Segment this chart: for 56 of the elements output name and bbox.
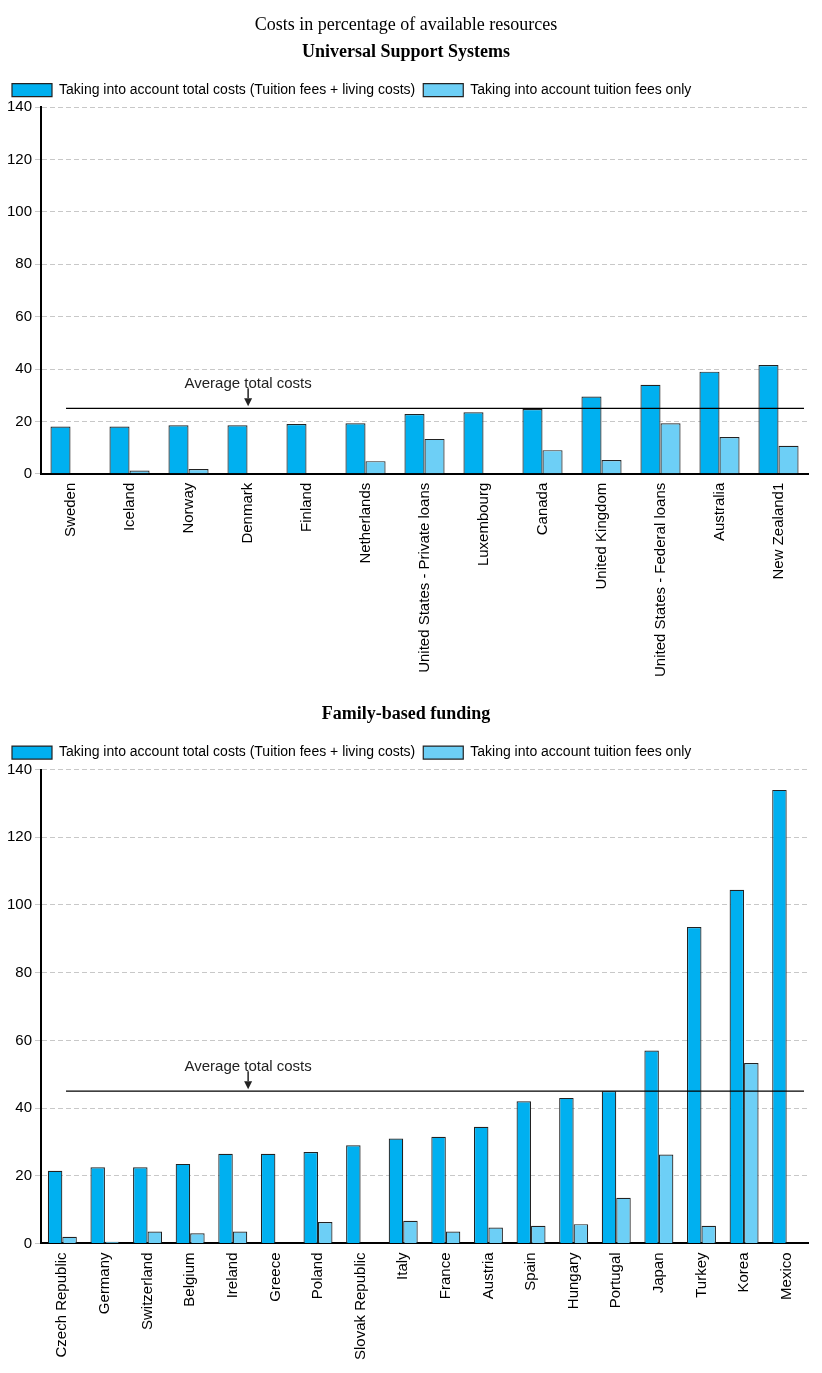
x-tick-label: New Zealand1 <box>768 482 786 580</box>
y-tick-label: 40 <box>15 1098 33 1116</box>
chart-subtitle: Universal Support Systems <box>301 41 511 62</box>
x-tick-label: Mexico <box>776 1252 794 1300</box>
x-tick-label: Australia <box>709 482 727 542</box>
y-tick-label: 120 <box>7 827 33 845</box>
y-tick-label: 60 <box>15 1030 33 1048</box>
x-tick-label: Greece <box>265 1252 283 1302</box>
y-tick-label: 0 <box>23 463 33 481</box>
x-tick-label: Netherlands <box>355 482 373 564</box>
x-tick-label: Korea <box>734 1251 752 1293</box>
legend-label: Taking into account tuition fees only <box>470 81 692 98</box>
x-tick-label: Germany <box>95 1251 113 1315</box>
x-tick-label: Italy <box>393 1251 411 1280</box>
legend-label: Taking into account total costs (Tuition fees + living costs) <box>59 743 416 760</box>
x-tick-label: Switzerland <box>137 1252 155 1330</box>
x-tick-label: Ireland <box>222 1252 240 1299</box>
y-tick-label: 20 <box>15 1165 33 1183</box>
y-tick-label: 0 <box>23 1233 33 1251</box>
x-tick-label: Denmark <box>237 482 255 544</box>
x-tick-label: Luxembourg <box>473 482 491 567</box>
chart-title: Family-based funding <box>321 703 491 724</box>
x-tick-label: Hungary <box>563 1251 581 1310</box>
x-tick-label: Spain <box>521 1252 539 1291</box>
chart-title: Costs in percentage of available resources <box>254 13 558 34</box>
x-tick-label: France <box>435 1252 453 1300</box>
y-tick-label: 80 <box>15 254 33 272</box>
x-tick-label: Portugal <box>606 1252 624 1309</box>
y-tick-label: 140 <box>7 759 33 777</box>
x-tick-label: Turkey <box>691 1251 709 1298</box>
ref-line-label: Average total costs <box>184 374 312 392</box>
x-tick-label: Japan <box>649 1252 667 1294</box>
x-tick-label: Canada <box>532 482 550 536</box>
x-tick-label: Slovak Republic <box>350 1251 368 1361</box>
y-tick-label: 40 <box>15 359 33 377</box>
x-tick-label: Austria <box>478 1251 496 1300</box>
ref-line-label: Average total costs <box>184 1057 312 1075</box>
x-tick-label: Finland <box>296 482 314 532</box>
y-tick-label: 140 <box>7 97 33 115</box>
x-tick-label: United States - Federal loans <box>650 482 668 678</box>
x-tick-label: Norway <box>178 482 196 534</box>
y-tick-label: 100 <box>7 895 33 913</box>
y-tick-label: 60 <box>15 306 33 324</box>
x-tick-label: Sweden <box>60 482 78 537</box>
x-tick-label: Czech Republic <box>52 1251 70 1358</box>
y-tick-label: 100 <box>7 202 33 220</box>
y-tick-label: 80 <box>15 962 33 980</box>
legend-label: Taking into account tuition fees only <box>470 743 692 760</box>
legend-label: Taking into account total costs (Tuition fees + living costs) <box>59 81 416 98</box>
y-tick-label: 120 <box>7 149 33 167</box>
x-tick-label: Iceland <box>119 482 137 532</box>
x-tick-label: Poland <box>308 1252 326 1300</box>
x-tick-label: United States - Private loans <box>414 482 432 673</box>
y-tick-label: 20 <box>15 411 33 429</box>
x-tick-label: Belgium <box>180 1252 198 1307</box>
x-tick-label: United Kingdom <box>591 482 609 590</box>
